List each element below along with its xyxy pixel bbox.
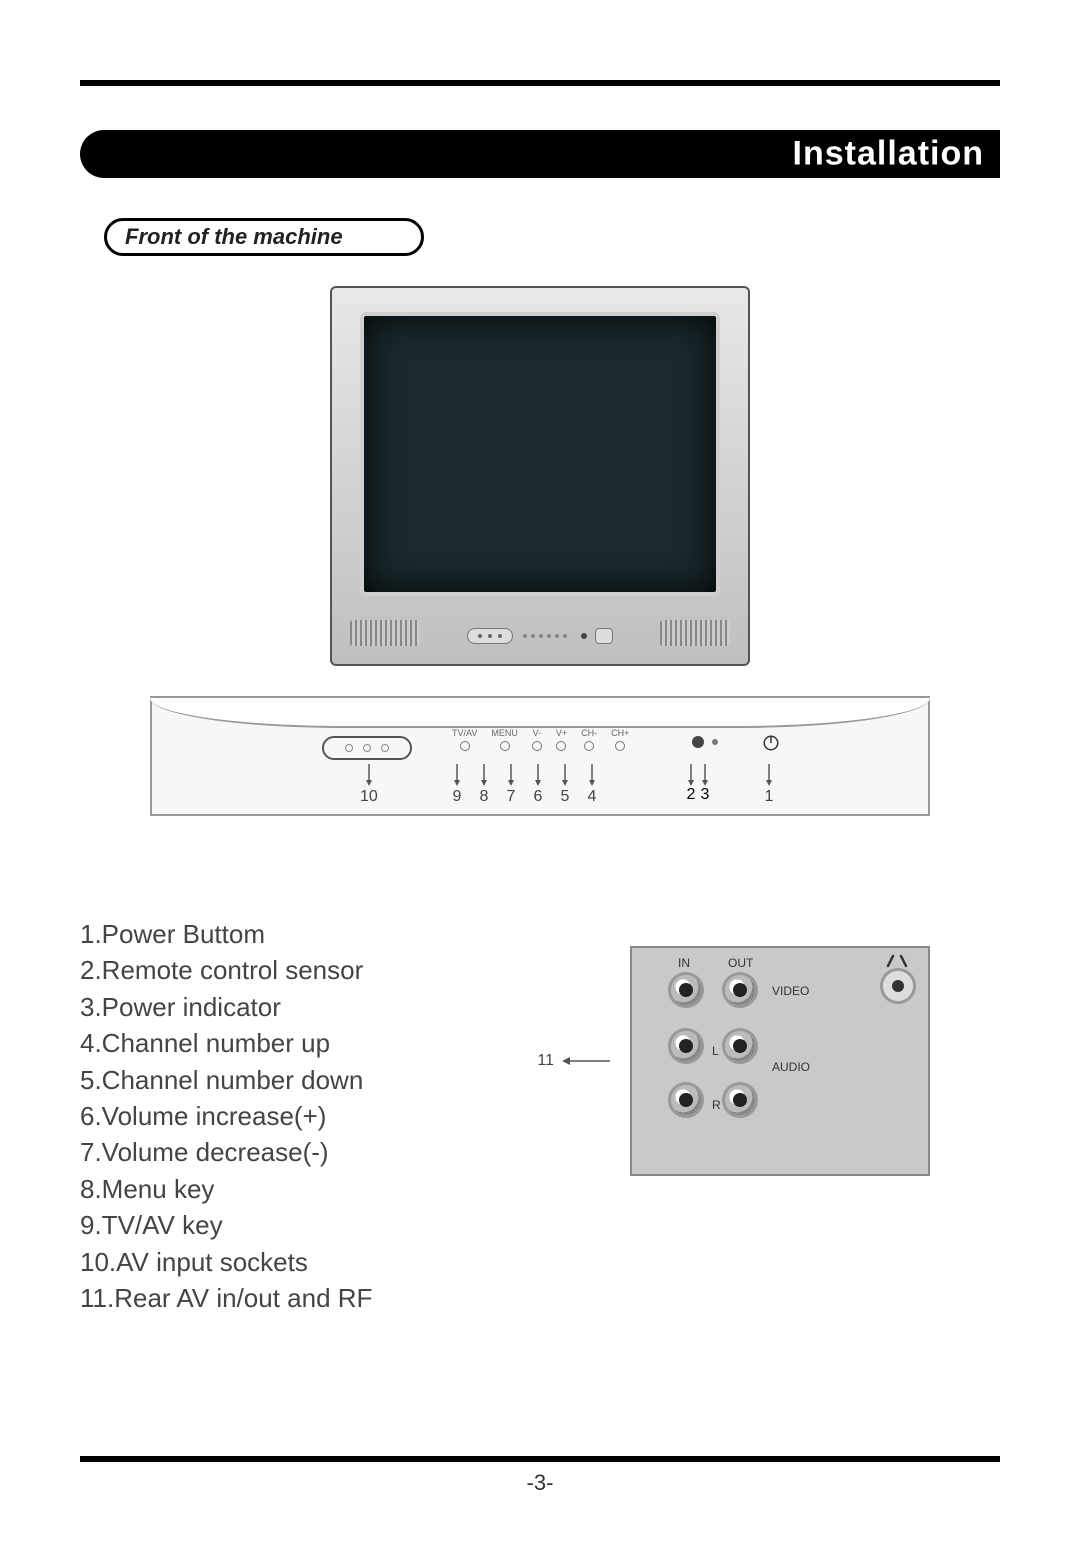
btn-lbl-chminus: CH- [581, 728, 597, 738]
video-in-port [668, 972, 704, 1008]
legend-item: 4.Channel number up [80, 1025, 372, 1061]
legend-item: 2.Remote control sensor [80, 952, 372, 988]
legend-item: 11.Rear AV in/out and RF [80, 1280, 372, 1316]
rear-panel: IN OUT VIDEO AUDIO L R [630, 946, 930, 1176]
callout-6: 6 [533, 764, 543, 806]
callout-2-3: 2 3 [686, 764, 710, 804]
speaker-grille-right [660, 620, 730, 646]
audio-r-out-port [722, 1082, 758, 1118]
btn-lbl-vminus: V- [533, 728, 542, 738]
control-dots [517, 634, 573, 638]
label-out: OUT [728, 956, 753, 970]
remote-sensor-icon [692, 736, 704, 748]
btn-lbl-menu: MENU [491, 728, 518, 738]
legend-item: 3.Power indicator [80, 989, 372, 1025]
label-l: L [712, 1044, 719, 1058]
power-button-small [595, 628, 613, 644]
legend-item: 5.Channel number down [80, 1062, 372, 1098]
power-button-icon [762, 734, 780, 752]
audio-l-in-port [668, 1028, 704, 1064]
callout-11: 11 [537, 1052, 610, 1070]
av-socket-group [322, 736, 412, 760]
btn-lbl-tvav: TV/AV [452, 728, 477, 738]
sub-heading: Front of the machine [125, 224, 343, 250]
audio-r-in-port [668, 1082, 704, 1118]
speaker-grille-left [350, 620, 420, 646]
tv-front-figure [330, 286, 750, 666]
label-video: VIDEO [772, 984, 809, 998]
video-out-port [722, 972, 758, 1008]
callout-4: 4 [587, 764, 597, 806]
legend-item: 7.Volume decrease(-) [80, 1134, 372, 1170]
power-indicator-icon [712, 739, 718, 745]
rf-port [880, 968, 916, 1004]
callout-arrows: 10 9 8 7 6 5 4 2 [150, 764, 930, 824]
rear-panel-figure: IN OUT VIDEO AUDIO L R [630, 946, 930, 1176]
page-frame: Installation Front of the machine TV/AV … [80, 80, 1000, 1462]
av-input-pill [467, 628, 513, 644]
callout-7: 7 [506, 764, 516, 806]
btn-lbl-vplus: V+ [556, 728, 567, 738]
callout-5: 5 [560, 764, 570, 806]
label-r: R [712, 1098, 721, 1112]
tv-screen [360, 312, 720, 596]
btn-lbl-chplus: CH+ [611, 728, 629, 738]
panel-buttons: TV/AV MENU V- V+ CH- CH+ [452, 728, 629, 751]
legend-list: 1.Power Buttom 2.Remote control sensor 3… [80, 916, 372, 1316]
label-audio: AUDIO [772, 1060, 810, 1074]
legend-item: 9.TV/AV key [80, 1207, 372, 1243]
section-header: Installation [80, 130, 1000, 178]
legend-item: 8.Menu key [80, 1171, 372, 1207]
panel-top-curve [150, 668, 930, 728]
callout-1: 1 [764, 764, 774, 806]
arrow-left-icon [562, 1055, 610, 1067]
callout-8: 8 [479, 764, 489, 806]
callout-10: 10 [360, 764, 378, 806]
section-title: Installation [793, 135, 984, 174]
legend-item: 6.Volume increase(+) [80, 1098, 372, 1134]
legend-item: 1.Power Buttom [80, 916, 372, 952]
audio-l-out-port [722, 1028, 758, 1064]
page-number: -3- [527, 1470, 554, 1496]
label-in: IN [678, 956, 690, 970]
sensor-indicator-group [692, 736, 718, 748]
led-icon [581, 633, 587, 639]
sub-heading-pill: Front of the machine [104, 218, 424, 256]
legend-item: 10.AV input sockets [80, 1244, 372, 1280]
callout-9: 9 [452, 764, 462, 806]
tv-button-strip [467, 628, 613, 644]
